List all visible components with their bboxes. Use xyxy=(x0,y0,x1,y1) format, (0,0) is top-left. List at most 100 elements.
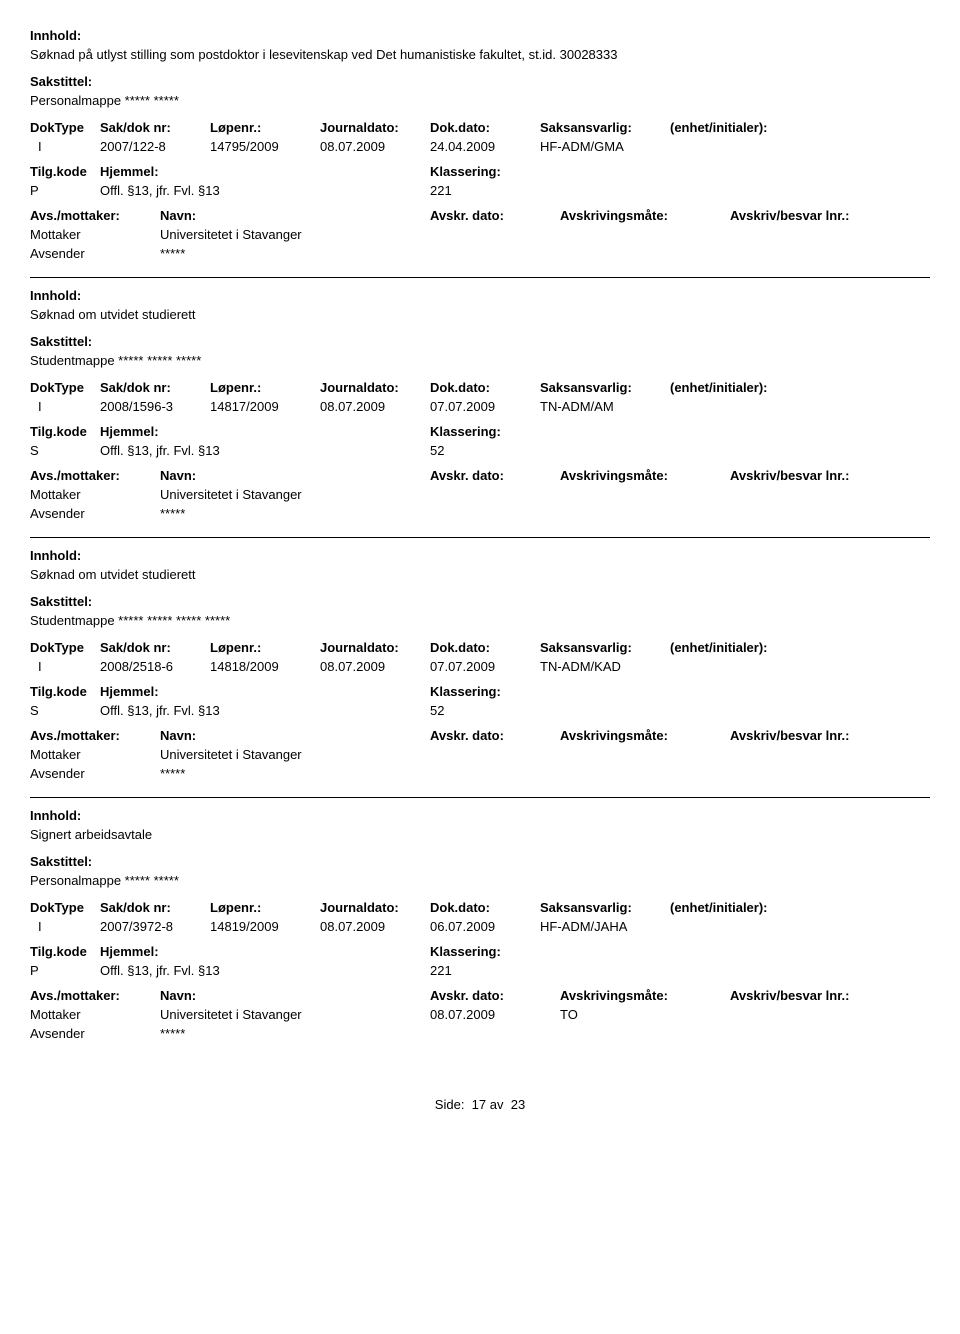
klassering-val: 52 xyxy=(430,443,630,458)
lopenr-val: 14817/2009 xyxy=(210,399,320,414)
avskrdato-val xyxy=(430,487,560,502)
hjemmel-header-row: Tilg.kodeHjemmel:Klassering: xyxy=(30,424,930,439)
avs-header-row: Avs./mottaker:Navn:Avskr. dato:Avskrivin… xyxy=(30,468,930,483)
avskrivbesvar-hdr: Avskriv/besvar lnr.: xyxy=(730,728,890,743)
lopenr-hdr: Løpenr.: xyxy=(210,380,320,395)
dokdato-val: 07.07.2009 xyxy=(430,399,540,414)
doktype-hdr: DokType xyxy=(30,380,100,395)
avsender-row: Avsender***** xyxy=(30,766,930,781)
mottaker-navn: Universitetet i Stavanger xyxy=(160,747,430,762)
doktype-val: I xyxy=(30,659,100,674)
avskrdato-hdr: Avskr. dato: xyxy=(430,988,560,1003)
tilgkode-hdr: Tilg.kode xyxy=(30,684,100,699)
journaldato-val: 08.07.2009 xyxy=(320,399,430,414)
innhold-label: Innhold: xyxy=(30,288,930,303)
hjemmel-hdr: Hjemmel: xyxy=(100,684,430,699)
dokdato-hdr: Dok.dato: xyxy=(430,120,540,135)
journaldato-hdr: Journaldato: xyxy=(320,640,430,655)
saksansvarlig-hdr: Saksansvarlig: xyxy=(540,120,670,135)
saksansvarlig-hdr: Saksansvarlig: xyxy=(540,900,670,915)
journal-record: Innhold: Søknad på utlyst stilling som po… xyxy=(30,18,930,277)
avsender-label: Avsender xyxy=(30,246,160,261)
avsender-row: Avsender***** xyxy=(30,246,930,261)
klassering-val: 221 xyxy=(430,963,630,978)
sakdoknr-hdr: Sak/dok nr: xyxy=(100,380,210,395)
hjemmel-val: Offl. §13, jfr. Fvl. §13 xyxy=(100,963,430,978)
journaldato-hdr: Journaldato: xyxy=(320,120,430,135)
sakdoknr-val: 2007/122-8 xyxy=(100,139,210,154)
avskrivingsmate-hdr: Avskrivingsmåte: xyxy=(560,208,730,223)
avskrdato-val xyxy=(430,227,560,242)
klassering-hdr: Klassering: xyxy=(430,424,630,439)
avs-header-row: Avs./mottaker:Navn:Avskr. dato:Avskrivin… xyxy=(30,208,930,223)
mottaker-navn: Universitetet i Stavanger xyxy=(160,1007,430,1022)
navn-hdr: Navn: xyxy=(160,208,430,223)
sakdoknr-val: 2008/2518-6 xyxy=(100,659,210,674)
mottaker-navn: Universitetet i Stavanger xyxy=(160,227,430,242)
saksansvarlig-hdr: Saksansvarlig: xyxy=(540,380,670,395)
mottaker-row: MottakerUniversitetet i Stavanger xyxy=(30,487,930,502)
klassering-hdr: Klassering: xyxy=(430,944,630,959)
doktype-val: I xyxy=(30,139,100,154)
mottaker-label: Mottaker xyxy=(30,747,160,762)
avsender-row: Avsender***** xyxy=(30,506,930,521)
journal-record: Innhold:Søknad om utvidet studierettSaks… xyxy=(30,537,930,797)
avskrivingsmate-hdr: Avskrivingsmåte: xyxy=(560,728,730,743)
mottaker-row: MottakerUniversitetet i Stavanger08.07.2… xyxy=(30,1007,930,1022)
lopenr-val: 14795/2009 xyxy=(210,139,320,154)
meta-header-row: DokTypeSak/dok nr:Løpenr.:Journaldato:Do… xyxy=(30,120,930,135)
innhold-label: Innhold: xyxy=(30,548,930,563)
dokdato-val: 07.07.2009 xyxy=(430,659,540,674)
sakdoknr-hdr: Sak/dok nr: xyxy=(100,640,210,655)
meta-header-row: DokTypeSak/dok nr:Løpenr.:Journaldato:Do… xyxy=(30,900,930,915)
enhet-hdr: (enhet/initialer): xyxy=(670,120,810,135)
avskrivbesvar-hdr: Avskriv/besvar lnr.: xyxy=(730,208,890,223)
avskrivbesvar-hdr: Avskriv/besvar lnr.: xyxy=(730,468,890,483)
doktype-hdr: DokType xyxy=(30,120,100,135)
meta-value-row: I2008/1596-314817/200908.07.200907.07.20… xyxy=(30,399,930,414)
doktype-hdr: DokType xyxy=(30,900,100,915)
avskrivbesvar-hdr: Avskriv/besvar lnr.: xyxy=(730,988,890,1003)
footer-page: 17 xyxy=(472,1097,486,1112)
tilgkode-val: S xyxy=(30,443,100,458)
sakstittel-text: Personalmappe ***** ***** xyxy=(30,93,930,108)
hjemmel-value-row: POffl. §13, jfr. Fvl. §13221 xyxy=(30,183,930,198)
sakstittel-text: Personalmappe ***** ***** xyxy=(30,873,930,888)
sakstittel-text: Studentmappe ***** ***** ***** xyxy=(30,353,930,368)
saksansvarlig-val: HF-ADM/GMA xyxy=(540,139,670,154)
avsender-navn: ***** xyxy=(160,506,430,521)
avskrivingsmate-val xyxy=(560,487,730,502)
enhet-hdr: (enhet/initialer): xyxy=(670,380,810,395)
avskrdato-hdr: Avskr. dato: xyxy=(430,208,560,223)
sakstittel-label: Sakstittel: xyxy=(30,74,930,89)
tilgkode-hdr: Tilg.kode xyxy=(30,424,100,439)
avsmottaker-hdr: Avs./mottaker: xyxy=(30,988,160,1003)
tilgkode-hdr: Tilg.kode xyxy=(30,944,100,959)
avsender-navn: ***** xyxy=(160,1026,430,1041)
avskrdato-val: 08.07.2009 xyxy=(430,1007,560,1022)
lopenr-hdr: Løpenr.: xyxy=(210,900,320,915)
avskrivingsmate-val xyxy=(560,227,730,242)
records-container: Innhold: Søknad på utlyst stilling som po… xyxy=(30,18,930,1057)
mottaker-label: Mottaker xyxy=(30,1007,160,1022)
sakstittel-text: Studentmappe ***** ***** ***** ***** xyxy=(30,613,930,628)
meta-value-row: I2007/3972-814819/200908.07.200906.07.20… xyxy=(30,919,930,934)
innhold-text: Søknad på utlyst stilling som postdoktor… xyxy=(30,47,930,62)
klassering-hdr: Klassering: xyxy=(430,164,630,179)
dokdato-hdr: Dok.dato: xyxy=(430,380,540,395)
innhold-text: Signert arbeidsavtale xyxy=(30,827,930,842)
innhold-label: Innhold: xyxy=(30,28,930,43)
footer-side-label: Side: xyxy=(435,1097,465,1112)
lopenr-val: 14819/2009 xyxy=(210,919,320,934)
hjemmel-header-row: Tilg.kodeHjemmel:Klassering: xyxy=(30,944,930,959)
navn-hdr: Navn: xyxy=(160,728,430,743)
meta-header-row: DokTypeSak/dok nr:Løpenr.:Journaldato:Do… xyxy=(30,380,930,395)
innhold-text: Søknad om utvidet studierett xyxy=(30,307,930,322)
sakdoknr-val: 2007/3972-8 xyxy=(100,919,210,934)
dokdato-val: 06.07.2009 xyxy=(430,919,540,934)
tilgkode-hdr: Tilg.kode xyxy=(30,164,100,179)
avskrdato-hdr: Avskr. dato: xyxy=(430,728,560,743)
avs-header-row: Avs./mottaker:Navn:Avskr. dato:Avskrivin… xyxy=(30,988,930,1003)
avsender-label: Avsender xyxy=(30,1026,160,1041)
sakstittel-label: Sakstittel: xyxy=(30,334,930,349)
